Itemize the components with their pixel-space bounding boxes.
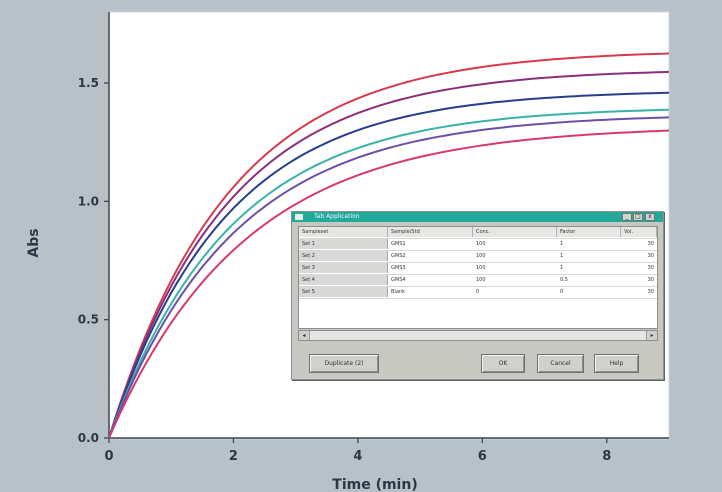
table-cell[interactable]: 100 (476, 277, 486, 283)
scroll-right-icon[interactable]: ▸ (646, 331, 657, 340)
x-tick-label: 8 (602, 449, 611, 464)
axes: 0 2 4 6 8 0.0 0.5 1.0 1.5 (78, 12, 669, 464)
table-cell[interactable]: 30 (647, 265, 654, 271)
column-header[interactable]: Sampleset (299, 227, 388, 237)
table-row[interactable]: Set 2 GMS2 100 1 30 (299, 251, 657, 263)
series-line-5 (108, 116, 670, 439)
series-line-1 (108, 52, 670, 439)
table-cell[interactable]: Set 1 (299, 239, 388, 249)
table-cell[interactable]: GMS2 (391, 253, 406, 259)
table-cell[interactable]: Set 3 (299, 263, 388, 273)
series-line-2 (108, 70, 670, 439)
column-header[interactable]: Vol. (621, 227, 657, 237)
x-tick-label: 6 (478, 449, 487, 464)
column-header[interactable]: Factor (557, 227, 621, 237)
duplicate-button[interactable]: Duplicate (2) (309, 354, 379, 373)
dialog-titlebar[interactable]: Tab Application _ □ x (292, 212, 663, 222)
table-cell[interactable]: GMS4 (391, 277, 406, 283)
series-line-4 (108, 108, 670, 439)
x-tick-label: 4 (353, 449, 362, 464)
cancel-button[interactable]: Cancel (537, 354, 584, 373)
x-axis-title: Time (min) (332, 477, 417, 492)
table-cell[interactable]: 0.5 (560, 277, 568, 283)
table-cell[interactable]: GMS1 (391, 241, 406, 247)
ok-button[interactable]: OK (481, 354, 525, 373)
y-axis-title: Abs (26, 228, 42, 257)
table-cell[interactable]: 100 (476, 253, 486, 259)
series-line-3 (108, 91, 670, 439)
x-tick-label: 0 (104, 449, 113, 464)
table-cell[interactable]: GMS3 (391, 265, 406, 271)
maximize-button[interactable]: □ (633, 213, 643, 221)
table-cell[interactable]: 30 (647, 289, 654, 295)
y-tick-label: 1.5 (78, 76, 99, 90)
y-tick-label: 1.0 (78, 194, 99, 208)
series-group (108, 52, 670, 439)
table-row[interactable]: Set 3 GMS3 100 1 30 (299, 263, 657, 275)
x-tick-label: 2 (229, 449, 238, 464)
scroll-left-icon[interactable]: ◂ (299, 331, 310, 340)
window-icon (295, 214, 303, 220)
table-cell[interactable]: 1 (560, 253, 564, 259)
table-cell[interactable]: 30 (647, 253, 654, 259)
table-cell[interactable]: 100 (476, 265, 486, 271)
column-header[interactable]: Sample/Std (388, 227, 473, 237)
sample-table: Sampleset Sample/Std Conc. Factor Vol. S… (298, 226, 658, 329)
table-row[interactable]: Set 5 Blank 0 0 30 (299, 287, 657, 299)
table-cell[interactable]: 0 (560, 289, 564, 295)
tab-application-dialog: Tab Application _ □ x Sampleset Sample/S… (291, 211, 664, 380)
table-cell[interactable]: 30 (647, 241, 654, 247)
table-cell[interactable]: 100 (476, 241, 486, 247)
dialog-title: Tab Application (314, 213, 360, 220)
table-cell[interactable]: 1 (560, 265, 564, 271)
table-cell[interactable]: 1 (560, 241, 564, 247)
table-cell[interactable]: 30 (647, 277, 654, 283)
close-button[interactable]: x (645, 213, 655, 221)
table-cell[interactable]: Set 4 (299, 275, 388, 285)
table-cell[interactable]: Set 5 (299, 287, 388, 297)
table-row[interactable]: Set 4 GMS4 100 0.5 30 (299, 275, 657, 287)
column-header[interactable]: Conc. (473, 227, 557, 237)
y-tick-label: 0.0 (78, 431, 99, 445)
y-tick-label: 0.5 (78, 313, 99, 327)
table-header-row: Sampleset Sample/Std Conc. Factor Vol. (299, 227, 657, 239)
table-row[interactable]: Set 1 GMS1 100 1 30 (299, 239, 657, 251)
horizontal-scrollbar[interactable]: ◂ ▸ (298, 330, 658, 341)
table-cell[interactable]: Blank (391, 289, 405, 295)
minimize-button[interactable]: _ (622, 213, 632, 221)
table-cell[interactable]: Set 2 (299, 251, 388, 261)
help-button[interactable]: Help (594, 354, 639, 373)
table-cell[interactable]: 0 (476, 289, 480, 295)
series-line-6 (108, 129, 670, 439)
